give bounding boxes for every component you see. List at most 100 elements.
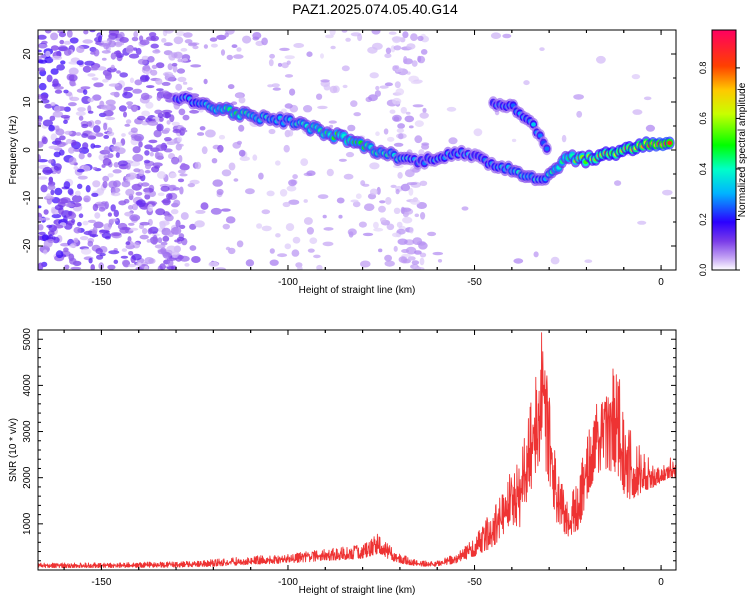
spectrogram-noise-blob — [87, 97, 94, 103]
spectrogram-noise-blob — [502, 33, 512, 39]
spectrogram-noise-blob — [133, 168, 141, 173]
spectrogram-noise-blob — [328, 120, 337, 124]
spectrogram-noise-blob — [437, 259, 443, 263]
spectrogram-noise-blob — [272, 87, 281, 91]
spectrogram-noise-blob — [42, 166, 53, 175]
spectrogram-noise-blob — [125, 45, 134, 54]
spectrogram-noise-blob — [65, 203, 75, 208]
spectrogram-noise-blob — [227, 84, 235, 90]
spectrogram-noise-blob — [236, 240, 244, 248]
spectrogram-noise-blob — [144, 170, 151, 174]
spectrogram-noise-blob — [391, 36, 403, 42]
spectrogram-noise-blob — [393, 245, 398, 252]
spectrogram-x-tick-label: -50 — [467, 277, 482, 288]
spectrogram-noise-blob — [252, 36, 260, 41]
spectrogram-noise-blob — [144, 257, 154, 265]
spectrogram-noise-blob — [93, 144, 102, 148]
spectrogram-noise-blob — [373, 221, 379, 229]
spectrogram-noise-blob — [284, 103, 293, 109]
spectrogram-noise-blob — [306, 51, 313, 57]
spectrogram-noise-blob — [50, 189, 55, 196]
spectrogram-noise-blob — [132, 88, 143, 94]
spectrogram-noise-blob — [175, 31, 186, 37]
spectrogram-noise-blob — [369, 72, 379, 79]
spectrogram-noise-blob — [363, 203, 375, 211]
spectrogram-noise-blob — [105, 99, 116, 106]
spectrogram-noise-blob — [362, 183, 370, 187]
spectrogram-noise-blob — [150, 69, 158, 76]
spectrogram-noise-blob — [45, 50, 51, 57]
spectrogram-noise-blob — [384, 82, 393, 87]
spectrogram-noise-blob — [44, 56, 54, 64]
spectrogram-noise-blob — [97, 35, 103, 43]
spectrogram-noise-blob — [393, 207, 401, 214]
spectrogram-noise-blob — [102, 181, 108, 189]
spectrogram-noise-blob — [69, 96, 80, 102]
spectrogram-noise-blob — [178, 108, 186, 116]
spectrogram-noise-blob — [160, 241, 168, 246]
colorbar-tick-label: 0.0 — [698, 264, 708, 277]
spectrogram-noise-blob — [384, 260, 395, 267]
spectrogram-noise-blob — [320, 53, 324, 59]
spectrogram-noise-blob — [177, 178, 185, 183]
spectrogram-noise-blob — [117, 160, 128, 167]
spectrogram-noise-blob — [163, 30, 174, 34]
spectrogram-noise-blob — [396, 128, 405, 133]
spectrogram-noise-blob — [140, 92, 150, 101]
spectrogram-noise-blob — [371, 30, 381, 35]
spectrogram-noise-blob — [385, 47, 392, 54]
spectrogram-noise-blob — [46, 193, 52, 200]
spectrogram-noise-blob — [392, 232, 400, 238]
spectrogram-noise-blob — [396, 221, 403, 228]
spectrogram-noise-blob — [192, 45, 199, 50]
spectrogram-noise-blob — [325, 34, 334, 39]
spectrogram-noise-blob — [352, 201, 361, 208]
spectrogram-noise-blob — [645, 124, 656, 132]
spectrogram-noise-blob — [179, 173, 188, 177]
spectrogram-noise-blob — [128, 222, 135, 226]
spectrogram-noise-blob — [395, 188, 400, 195]
spectrogram-noise-blob — [175, 219, 181, 228]
spectrogram-noise-blob — [95, 132, 104, 137]
spectrogram-noise-blob — [231, 44, 238, 48]
spectrogram-noise-blob — [108, 218, 119, 222]
spectrogram-noise-blob — [146, 239, 151, 243]
spectrogram-noise-blob — [411, 60, 418, 67]
spectrogram-noise-blob — [258, 172, 264, 180]
spectrogram-noise-blob — [233, 54, 244, 59]
spectrogram-noise-blob — [405, 246, 417, 255]
spectrogram-noise-blob — [99, 252, 106, 257]
spectrogram-noise-blob — [200, 202, 209, 210]
spectrogram-noise-blob — [533, 251, 539, 258]
spectrogram-noise-blob — [181, 58, 188, 62]
spectrogram-noise-blob — [41, 136, 48, 145]
spectrogram-noise-blob — [184, 39, 193, 44]
spectrogram-noise-blob — [54, 224, 64, 229]
spectrogram-noise-blob — [121, 133, 126, 137]
spectrogram-noise-blob — [245, 188, 255, 195]
spectrogram-noise-blob — [236, 47, 242, 52]
spectrogram-y-tick-label: 10 — [22, 96, 33, 108]
spectrogram-noise-blob — [82, 220, 89, 226]
spectrogram-noise-blob — [53, 163, 62, 171]
spectrogram-noise-blob — [108, 250, 120, 255]
spectrogram-noise-blob — [286, 60, 291, 65]
spectrogram-noise-blob — [179, 186, 184, 195]
spectrogram-noise-blob — [632, 109, 643, 115]
spectrogram-noise-blob — [113, 209, 120, 217]
spectrogram-noise-blob — [523, 80, 530, 86]
spectrogram-noise-blob — [375, 85, 380, 91]
spectrogram-noise-blob — [118, 31, 125, 39]
snr-plot-area — [38, 330, 676, 570]
spectrogram-noise-blob — [60, 197, 71, 204]
spectrogram-noise-blob — [216, 188, 224, 196]
spectrogram-noise-blob — [177, 169, 186, 174]
spectrogram-noise-blob — [402, 31, 409, 39]
spectrogram-noise-blob — [420, 49, 428, 55]
spectrogram-noise-blob — [284, 74, 294, 78]
spectrogram-noise-blob — [78, 213, 84, 218]
spectrogram-noise-blob — [123, 198, 130, 204]
spectrogram-noise-blob — [164, 137, 172, 142]
spectrogram-noise-blob — [205, 129, 216, 138]
spectrogram-noise-blob — [95, 248, 103, 255]
